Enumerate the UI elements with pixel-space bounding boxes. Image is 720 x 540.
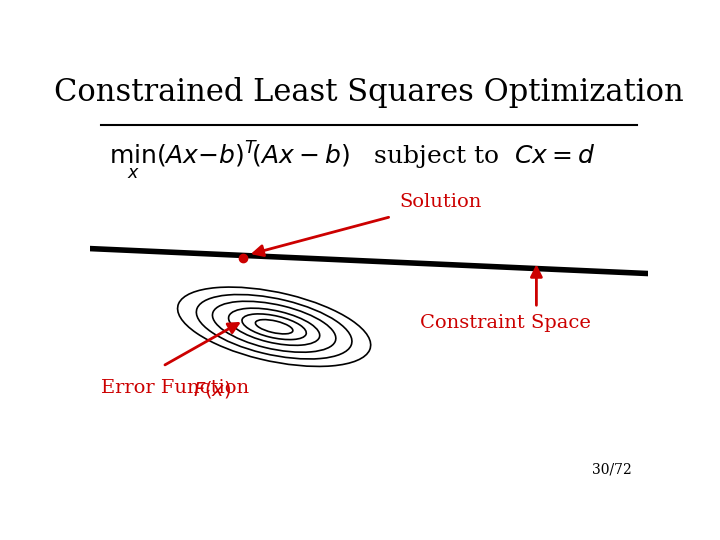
Text: Error Function: Error Function (101, 379, 256, 397)
Text: Solution: Solution (400, 193, 482, 211)
Text: Constrained Least Squares Optimization: Constrained Least Squares Optimization (54, 77, 684, 109)
Text: 30/72: 30/72 (592, 462, 631, 476)
Text: $\min_x\left(Ax - b\right)^T\!\!\left(Ax - b\right)$   subject to  $Cx = d$: $\min_x\left(Ax - b\right)^T\!\!\left(Ax… (109, 140, 595, 181)
Text: $F(x)$: $F(x)$ (193, 379, 232, 400)
Text: Constraint Space: Constraint Space (420, 314, 591, 332)
